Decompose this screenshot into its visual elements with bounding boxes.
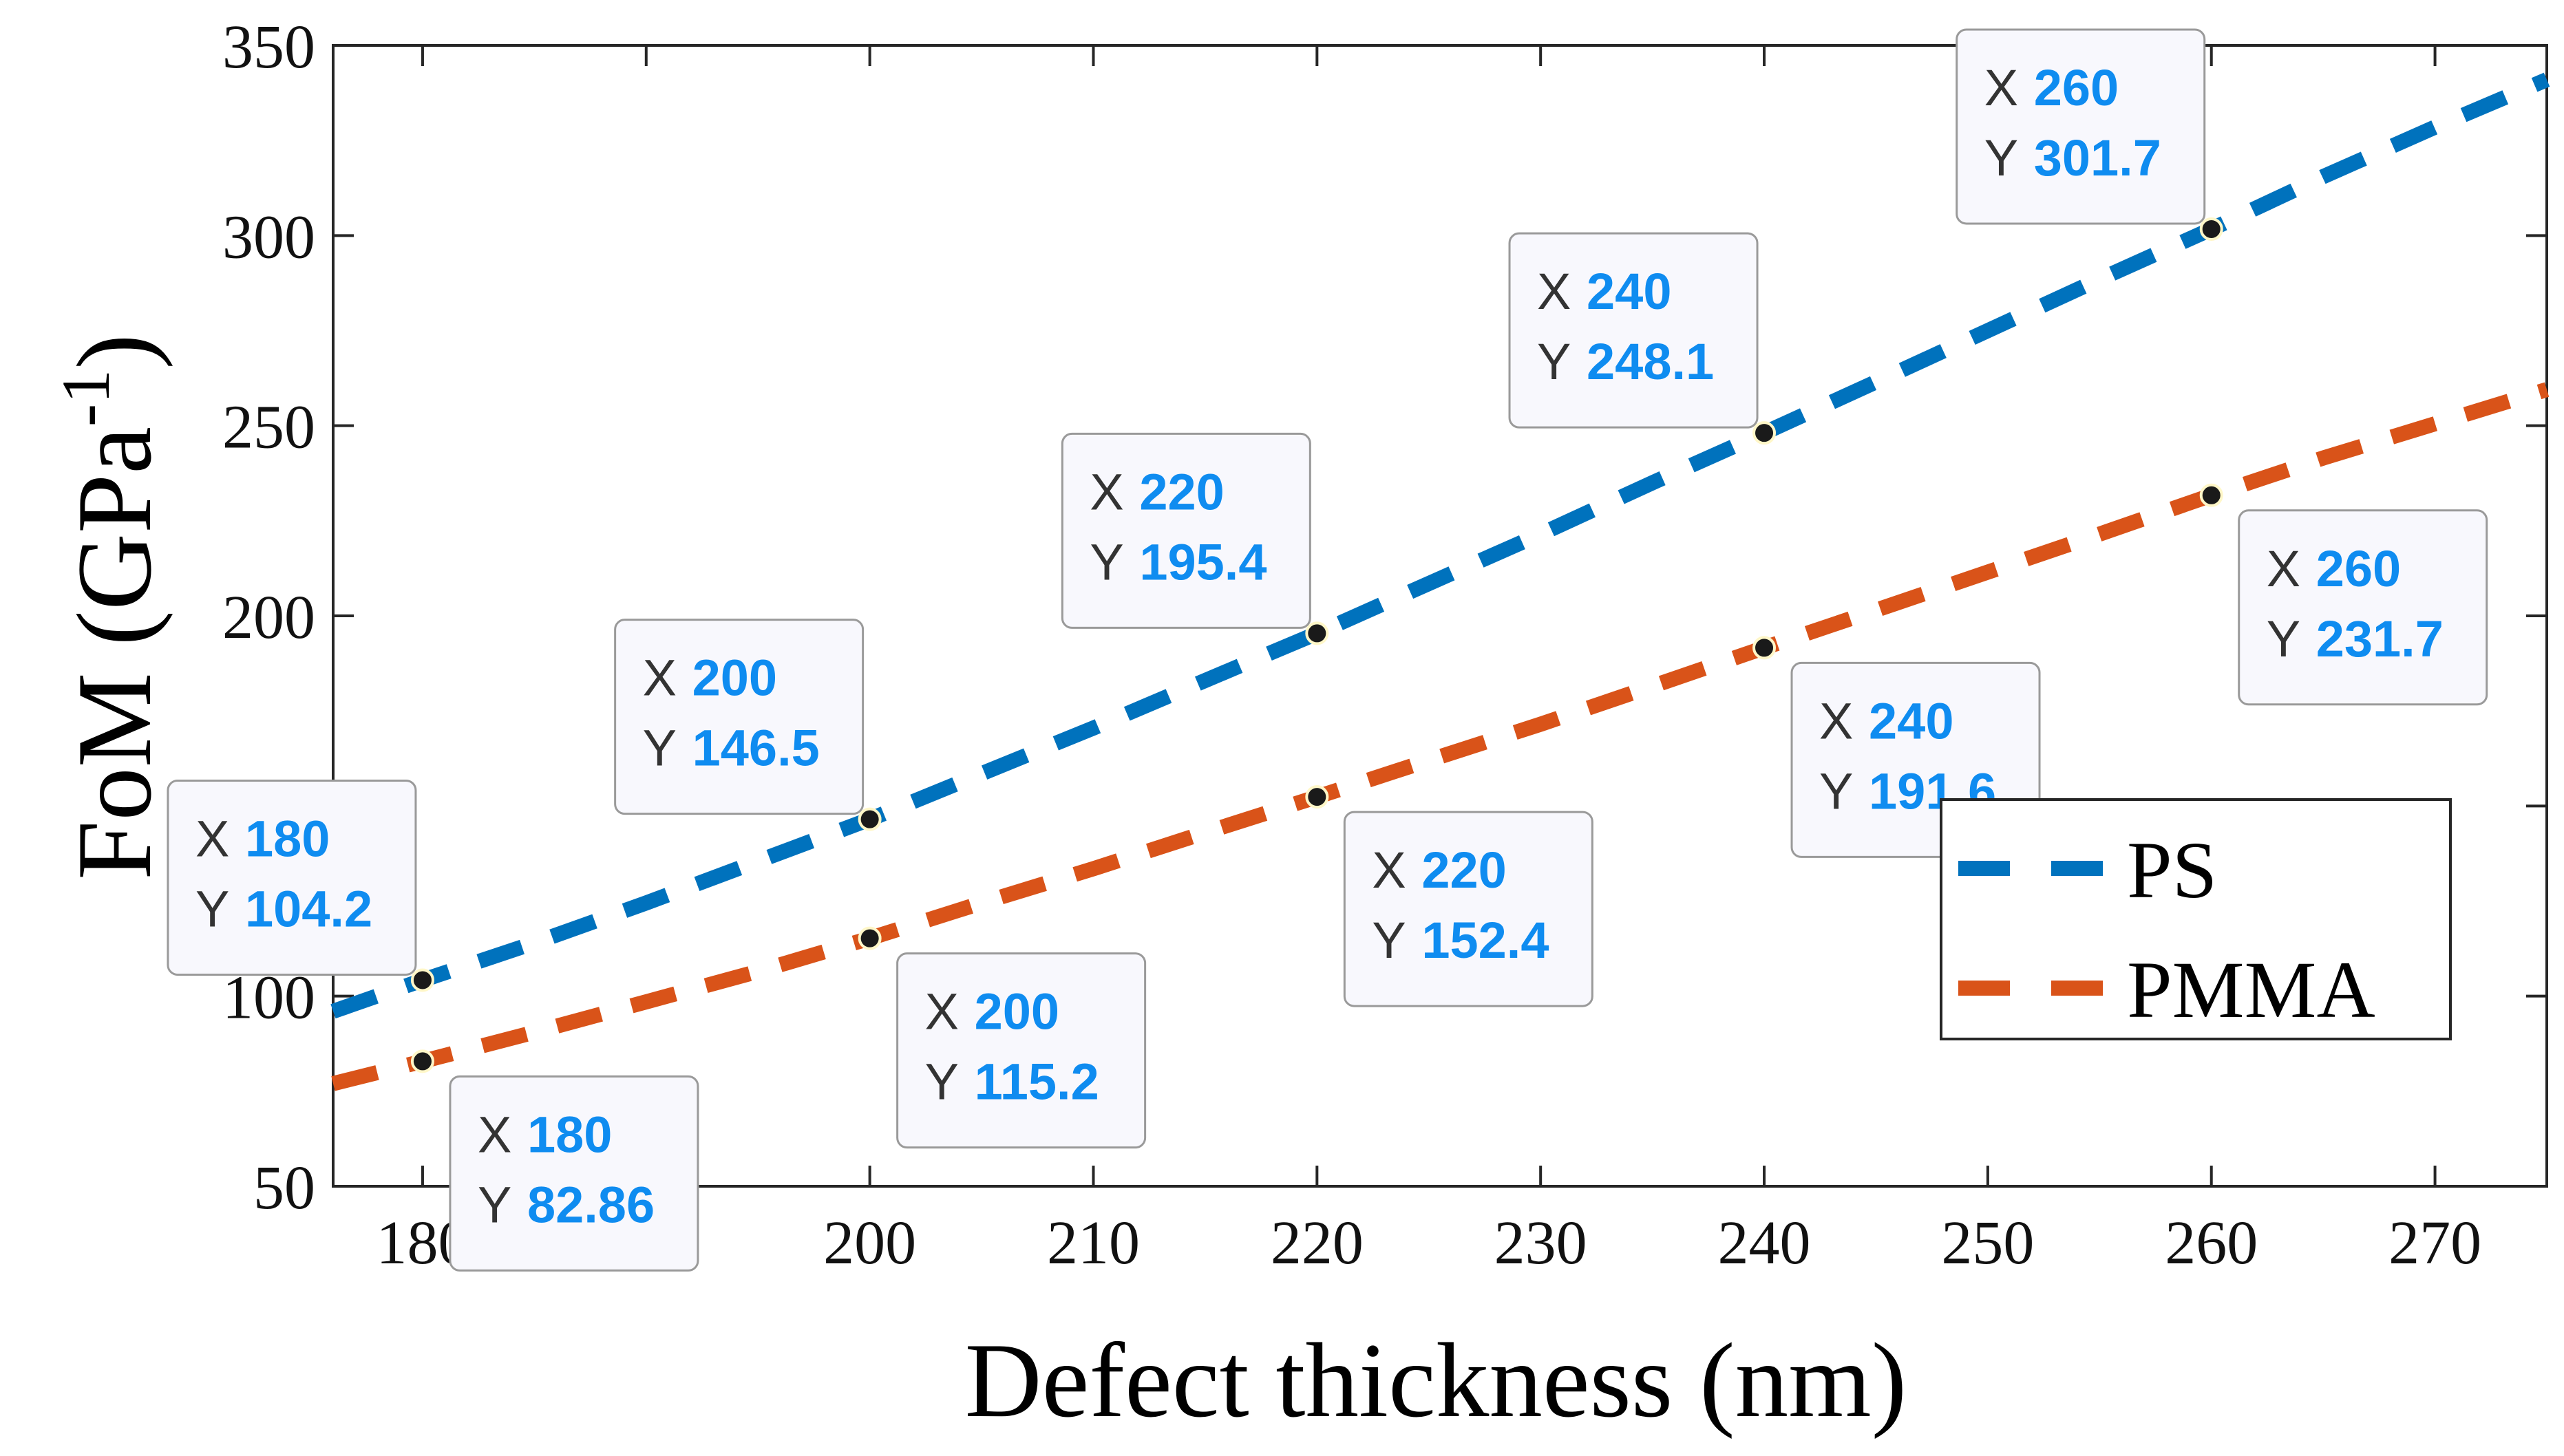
datatip-marker	[1305, 621, 1329, 645]
datatip-y-value: 301.7	[2034, 129, 2161, 186]
datatip-x-value: 220	[1139, 463, 1224, 520]
x-tick-label: 240	[1718, 1209, 1811, 1277]
datatip-x-value: 180	[245, 810, 330, 867]
y-tick-label: 300	[222, 203, 315, 271]
datatip-y-key: Y	[925, 1053, 959, 1111]
datatip-box	[2238, 509, 2488, 706]
datatip-marker	[410, 968, 434, 992]
x-tick-label: 250	[1941, 1209, 2034, 1277]
x-tick-label: 270	[2388, 1209, 2481, 1277]
datatip-y-value: 231.7	[2316, 610, 2444, 667]
datatip-marker	[2199, 217, 2223, 241]
datatip-y-value: 104.2	[245, 880, 372, 937]
datatip-marker	[1752, 421, 1777, 445]
datatip-y-key: Y	[478, 1176, 511, 1233]
series-line-ps	[330, 72, 2550, 1019]
datatip-box	[167, 779, 417, 976]
legend: PS PMMA	[1940, 798, 2452, 1040]
datatip-x-key: X	[1090, 463, 1123, 520]
y-tick-label: 250	[222, 394, 315, 462]
datatip-x-value: 260	[2034, 59, 2119, 116]
datatip-y-key: Y	[2267, 610, 2300, 667]
datatip-marker	[858, 926, 882, 950]
datatip-x-value: 240	[1587, 263, 1671, 320]
legend-box	[1940, 798, 2452, 1040]
datatip-marker	[1752, 636, 1777, 660]
datatip-box	[1061, 432, 1311, 629]
datatip-y-key: Y	[1984, 129, 2018, 186]
datatip-x-key: X	[1819, 692, 1853, 749]
datatip-marker	[1305, 785, 1329, 809]
datatip-x-key: X	[478, 1106, 511, 1163]
datatip-y-key: Y	[1537, 333, 1571, 390]
datatip-ps-180: X 180 Y 104.2	[167, 779, 434, 992]
y-axis-title-close: )	[55, 334, 173, 370]
datatip-y-value: 82.86	[527, 1176, 655, 1233]
datatip-marker	[410, 1049, 434, 1073]
datatip-pmma-220: X 220 Y 152.4	[1305, 785, 1593, 1007]
datatip-y-value: 195.4	[1139, 533, 1267, 590]
datatip-y-value: 248.1	[1587, 333, 1714, 390]
legend-label-ps: PS	[2127, 825, 2217, 915]
series-lines	[330, 72, 2550, 1091]
datatip-ps-200: X 200 Y 146.5	[614, 619, 882, 831]
datatip-y-value: 146.5	[692, 720, 820, 777]
datatip-y-key: Y	[1819, 762, 1853, 820]
datatip-x-key: X	[1537, 263, 1571, 320]
datatip-pmma-260: X 260 Y 231.7	[2199, 483, 2488, 706]
datatip-x-value: 260	[2316, 540, 2401, 597]
y-tick-label: 200	[222, 584, 315, 652]
datatip-y-value: 152.4	[1421, 912, 1549, 969]
y-axis-title: FoM (GPa-1)	[47, 334, 173, 880]
series-line-pmma	[331, 382, 2550, 1091]
datatip-pmma-200: X 200 Y 115.2	[858, 926, 1147, 1149]
legend-label-pmma: PMMA	[2127, 945, 2375, 1035]
datatip-box	[449, 1075, 699, 1272]
x-tick-label: 210	[1047, 1209, 1140, 1277]
datatip-y-value: 115.2	[975, 1053, 1099, 1111]
datatip-y-key: Y	[195, 880, 229, 937]
datatip-ps-220: X 220 Y 195.4	[1061, 432, 1329, 645]
datatip-ps-260: X 260 Y 301.7	[1956, 28, 2223, 241]
y-tick-label: 350	[222, 13, 315, 81]
datatip-box	[1956, 28, 2206, 225]
datatip-x-value: 200	[692, 650, 777, 707]
datatip-x-value: 240	[1869, 692, 1953, 749]
x-tick-label: 260	[2165, 1209, 2258, 1277]
x-tick-label: 220	[1271, 1209, 1364, 1277]
datatip-x-value: 220	[1421, 842, 1506, 899]
datatip-x-value: 200	[975, 983, 1059, 1040]
y-axis-title-superscript: -1	[47, 370, 124, 427]
datatip-x-value: 180	[527, 1106, 612, 1163]
datatip-y-key: Y	[1090, 533, 1123, 590]
x-axis-title: Defect thickness (nm)	[965, 1321, 1907, 1439]
datatip-box	[1508, 232, 1759, 429]
datatip-box	[614, 619, 865, 815]
y-tick-label: 50	[253, 1154, 315, 1222]
y-axis-title-main: FoM (GPa	[55, 427, 173, 880]
datatip-x-key: X	[643, 650, 677, 707]
datatip-y-key: Y	[1372, 912, 1406, 969]
datatip-x-key: X	[1984, 59, 2018, 116]
datatips: X 180 Y 104.2 X 200 Y 146.5 X 220 Y 195.4 X 240 Y 248.1…	[167, 28, 2488, 1272]
x-tick-label: 230	[1494, 1209, 1587, 1277]
datatip-box	[896, 952, 1147, 1149]
datatip-box	[1343, 811, 1593, 1007]
datatip-pmma-180: X 180 Y 82.86	[410, 1049, 699, 1272]
datatip-x-key: X	[195, 810, 229, 867]
datatip-x-key: X	[1372, 842, 1406, 899]
datatip-marker	[858, 807, 882, 831]
datatip-x-key: X	[2267, 540, 2300, 597]
datatip-y-key: Y	[643, 720, 677, 777]
datatip-marker	[2199, 483, 2223, 507]
datatip-x-key: X	[925, 983, 959, 1040]
datatip-ps-240: X 240 Y 248.1	[1508, 232, 1777, 445]
x-tick-label: 200	[823, 1209, 916, 1277]
